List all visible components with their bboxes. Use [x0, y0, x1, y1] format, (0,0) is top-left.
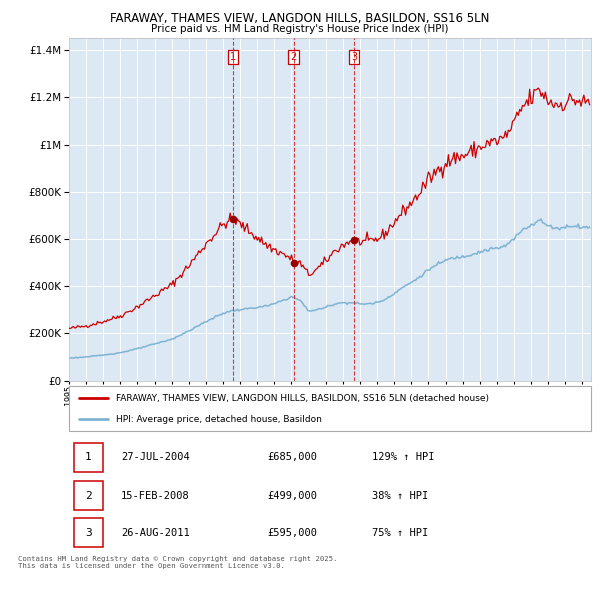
Bar — [74, 481, 103, 510]
Text: 75% ↑ HPI: 75% ↑ HPI — [372, 527, 428, 537]
Text: £595,000: £595,000 — [268, 527, 317, 537]
Text: 27-JUL-2004: 27-JUL-2004 — [121, 453, 190, 463]
Text: £499,000: £499,000 — [268, 491, 317, 500]
Text: 15-FEB-2008: 15-FEB-2008 — [121, 491, 190, 500]
Text: 129% ↑ HPI: 129% ↑ HPI — [372, 453, 434, 463]
Bar — [74, 443, 103, 472]
Text: HPI: Average price, detached house, Basildon: HPI: Average price, detached house, Basi… — [116, 415, 322, 424]
Text: 2: 2 — [290, 53, 296, 62]
Text: 1: 1 — [230, 53, 236, 62]
Text: Price paid vs. HM Land Registry's House Price Index (HPI): Price paid vs. HM Land Registry's House … — [151, 25, 449, 34]
Text: 1: 1 — [85, 453, 92, 463]
Bar — [74, 518, 103, 547]
Text: 3: 3 — [85, 527, 92, 537]
Text: 38% ↑ HPI: 38% ↑ HPI — [372, 491, 428, 500]
Text: FARAWAY, THAMES VIEW, LANGDON HILLS, BASILDON, SS16 5LN: FARAWAY, THAMES VIEW, LANGDON HILLS, BAS… — [110, 12, 490, 25]
Text: £685,000: £685,000 — [268, 453, 317, 463]
Text: FARAWAY, THAMES VIEW, LANGDON HILLS, BASILDON, SS16 5LN (detached house): FARAWAY, THAMES VIEW, LANGDON HILLS, BAS… — [116, 394, 489, 403]
Text: Contains HM Land Registry data © Crown copyright and database right 2025.
This d: Contains HM Land Registry data © Crown c… — [18, 556, 337, 569]
Text: 3: 3 — [351, 53, 357, 62]
Text: 26-AUG-2011: 26-AUG-2011 — [121, 527, 190, 537]
Text: 2: 2 — [85, 491, 92, 500]
